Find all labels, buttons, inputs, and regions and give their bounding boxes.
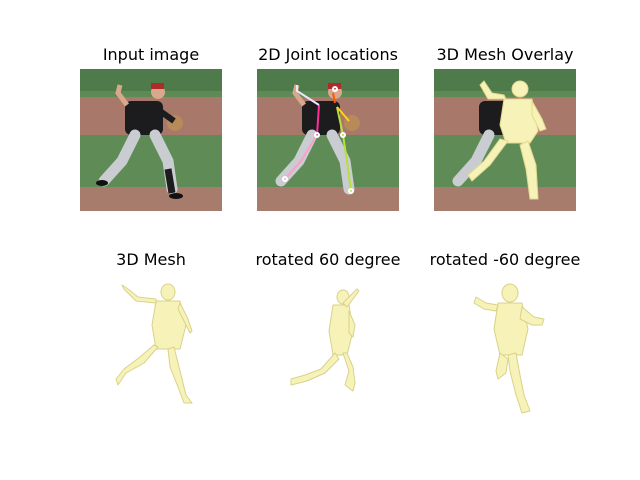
input-photo <box>80 69 222 211</box>
joint-locations-panel <box>257 69 399 211</box>
pitcher-figure <box>96 83 183 199</box>
mesh-rotated-60-panel <box>277 275 419 417</box>
mesh-rotated-60 <box>290 288 360 392</box>
pitcher-figure <box>275 83 360 195</box>
mesh-front <box>115 283 193 404</box>
input-image-panel <box>80 69 222 211</box>
panel-title-joint-locations: 2D Joint locations <box>258 45 398 64</box>
mesh-rotated-neg60-panel <box>454 275 596 417</box>
mesh-overlay-panel <box>434 69 576 211</box>
panel-title-mesh-overlay: 3D Mesh Overlay <box>436 45 574 64</box>
panel-title-3d-mesh: 3D Mesh <box>116 250 186 269</box>
panel-title-input-image: Input image <box>102 45 200 64</box>
overlay-photo <box>434 69 576 211</box>
mesh-front-panel <box>100 275 242 417</box>
mesh-rotated-neg60 <box>473 283 545 414</box>
panel-title-rotated-neg60: rotated -60 degree <box>429 250 581 269</box>
panel-title-rotated-60: rotated 60 degree <box>255 250 401 269</box>
mesh-overlay <box>467 80 547 200</box>
joint-photo <box>257 69 399 211</box>
skeleton-overlay <box>282 85 354 194</box>
